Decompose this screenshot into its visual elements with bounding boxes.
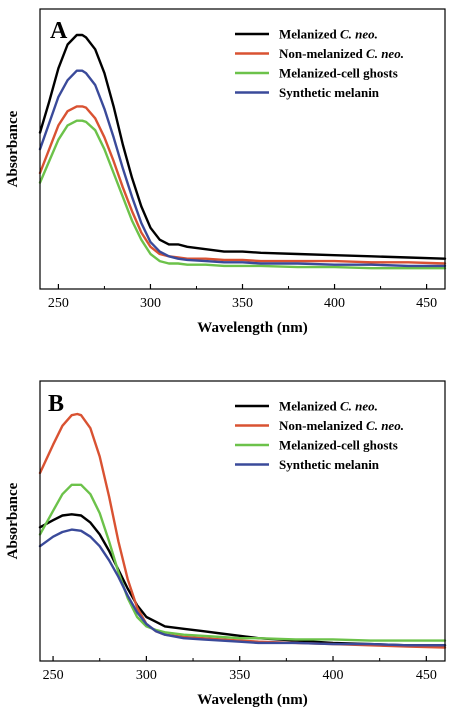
series-line-2 xyxy=(38,105,447,265)
series-line-1 xyxy=(38,33,447,260)
x-tick-label: 300 xyxy=(136,668,157,683)
legend-entry: Synthetic melanin xyxy=(279,457,380,472)
legend-entry: Synthetic melanin xyxy=(279,85,380,100)
x-axis-label: Wavelength (nm) xyxy=(197,692,307,708)
series-line-4 xyxy=(38,69,447,268)
series-line-3 xyxy=(38,119,447,270)
x-tick-label: 250 xyxy=(48,296,69,311)
legend-entry: Non-melanized C. neo. xyxy=(279,46,404,61)
legend-entry: Melanized-cell ghosts xyxy=(279,66,398,81)
chart-panel-a: 250 300 350 400 450 Wavelength (nm) Absorbance… xyxy=(5,8,447,336)
x-tick-label: 350 xyxy=(229,668,250,683)
panel-label: A xyxy=(50,18,68,44)
legend: Melanized C. neo. Non-melanized C. neo. Me… xyxy=(235,27,404,100)
legend-entry: Melanized C. neo. xyxy=(279,27,378,42)
x-tick-label: 300 xyxy=(140,296,161,311)
x-tick-label: 350 xyxy=(232,296,253,311)
panel-label: B xyxy=(48,391,64,417)
series-line-1 xyxy=(38,513,447,647)
legend: Melanized C. neo. Non-melanized C. neo. Me… xyxy=(235,399,404,472)
x-tick-label: 450 xyxy=(416,296,437,311)
y-axis-label: Absorbance xyxy=(5,482,21,559)
legend-entry: Melanized C. neo. xyxy=(279,399,378,414)
x-axis-label: Wavelength (nm) xyxy=(197,320,307,336)
x-tick-label: 400 xyxy=(324,296,345,311)
legend-entry: Melanized-cell ghosts xyxy=(279,438,398,453)
x-tick-label: 400 xyxy=(323,668,344,683)
plot-frame xyxy=(39,380,446,662)
y-axis-label: Absorbance xyxy=(5,110,21,187)
x-tick-label: 450 xyxy=(416,668,437,683)
series-line-4 xyxy=(38,528,447,647)
series-line-3 xyxy=(38,483,447,642)
chart-panel-b: 250 300 350 400 450 Wavelength (nm) Absorbance… xyxy=(5,380,447,708)
legend-entry: Non-melanized C. neo. xyxy=(279,418,404,433)
x-tick-label: 250 xyxy=(43,668,64,683)
